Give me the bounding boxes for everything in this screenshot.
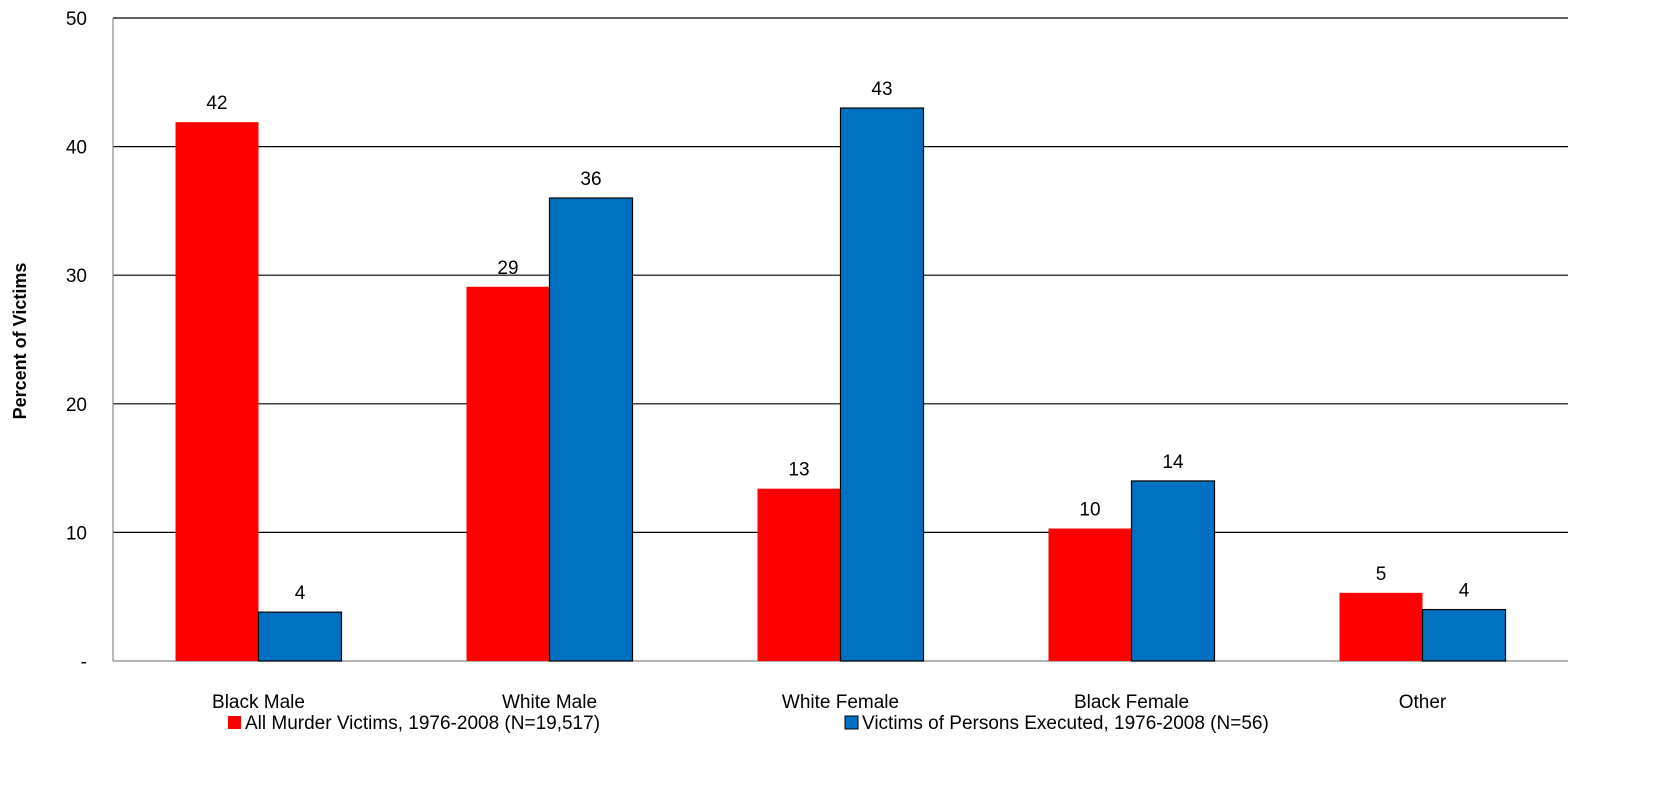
y-axis-title: Percent of Victims — [10, 263, 30, 420]
data-label: 4 — [295, 583, 306, 604]
bars — [175, 107, 1507, 662]
data-label: 36 — [580, 169, 601, 190]
bar-all-murder-victims-3 — [1048, 528, 1132, 661]
data-label: 42 — [206, 93, 227, 114]
x-category-label: Black Male — [212, 692, 305, 713]
data-label: 10 — [1079, 500, 1100, 521]
bar-all-murder-victims-4 — [1339, 592, 1423, 661]
legend-item: Victims of Persons Executed, 1976-2008 (… — [844, 713, 1269, 734]
legend-swatch — [844, 715, 859, 730]
x-category-label: White Female — [782, 692, 899, 713]
legend-label: All Murder Victims, 1976-2008 (N=19,517) — [245, 713, 600, 734]
data-labels: 42 4 29 36 13 43 10 14 5 4 — [206, 79, 1469, 604]
legend-item: All Murder Victims, 1976-2008 (N=19,517) — [228, 713, 600, 734]
bar-victims-of-executed-2 — [839, 107, 925, 662]
data-label: 43 — [871, 79, 892, 100]
data-label: 13 — [788, 460, 809, 481]
y-tick-label: 50 — [66, 9, 87, 30]
legend-swatch — [228, 716, 241, 729]
data-label: 14 — [1162, 452, 1184, 473]
data-label: 4 — [1459, 581, 1470, 602]
bar-victims-of-executed-0 — [257, 611, 343, 662]
y-tick-label: 20 — [66, 395, 87, 416]
legend: All Murder Victims, 1976-2008 (N=19,517)… — [228, 713, 1269, 734]
y-tick-labels: - 10 20 30 40 50 — [66, 9, 87, 673]
bar-all-murder-victims-1 — [466, 286, 550, 661]
y-tick-label: 10 — [66, 523, 87, 544]
x-category-label: Black Female — [1074, 692, 1189, 713]
x-category-label: White Male — [502, 692, 597, 713]
x-category-labels: Black Male White Male White Female Black Fe… — [212, 692, 1447, 713]
bar-all-murder-victims-0 — [175, 122, 259, 661]
y-tick-label: - — [81, 652, 87, 673]
data-label: 29 — [497, 258, 518, 279]
y-tick-label: 40 — [66, 138, 87, 159]
bar-victims-of-executed-4 — [1421, 608, 1507, 662]
data-label: 5 — [1376, 564, 1387, 585]
bar-all-murder-victims-2 — [757, 488, 841, 661]
bar-victims-of-executed-1 — [548, 197, 634, 662]
y-tick-label: 30 — [66, 266, 87, 287]
legend-label: Victims of Persons Executed, 1976-2008 (… — [862, 713, 1269, 734]
bar-victims-of-executed-3 — [1130, 480, 1216, 662]
x-category-label: Other — [1399, 692, 1447, 713]
